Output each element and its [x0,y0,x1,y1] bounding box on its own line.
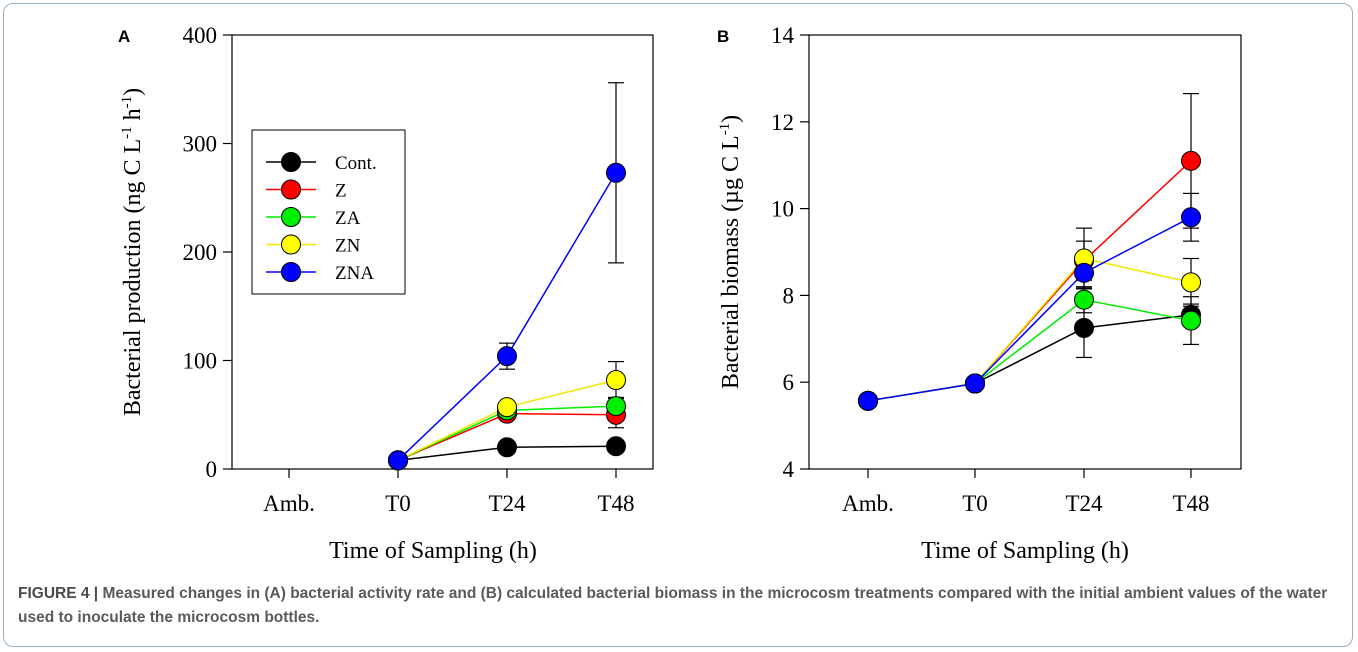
y-tick-label: 400 [183,23,218,48]
point-zna [1181,207,1201,228]
legend-marker-zn [281,234,301,255]
legend-marker-zna [281,262,301,282]
x-tick-label: T24 [488,491,526,516]
point-zn [606,370,626,391]
panel-b-series [858,92,1201,411]
y-tick-label: 100 [183,349,218,374]
figure-caption: FIGURE 4 | Measured changes in (A) bacte… [18,582,1343,630]
legend-label-cont: Cont. [335,153,377,174]
x-tick-label: T48 [1172,491,1209,516]
panel-a-x-axis-label: Time of Sampling (h) [329,538,537,564]
x-tick-label: T0 [385,491,411,516]
point-cont [497,437,517,458]
legend-label-za: ZA [335,208,361,229]
panel-a-x-ticks: Amb. T0 T24 T48 [263,469,635,516]
y-tick-label: 0 [206,457,218,482]
panel-b-y-ticks: 4 6 8 10 12 14 [771,23,809,482]
panel-b-x-ticks: Amb. T0 T24 T48 [842,469,1210,516]
caption-text: Measured changes in (A) bacterial activi… [18,585,1328,626]
legend-box [251,129,406,295]
y-tick-label: 10 [771,197,794,222]
figure-charts: A 0 100 200 300 400 Amb. T0 T24 T48 Time of Sam… [118,23,1242,564]
legend-label-zna: ZNA [335,263,374,284]
x-tick-label: T0 [962,491,988,516]
point-za [606,396,626,417]
panel-a: A 0 100 200 300 400 Amb. T0 T24 T48 Time of Sam… [118,23,654,564]
series-line-z [867,160,1192,402]
panel-b-x-axis-label: Time of Sampling (h) [921,538,1129,564]
x-tick-label: T24 [1065,491,1103,516]
panel-a-series [388,82,626,471]
panel-b: B 4 6 8 10 12 14 Amb. T0 T24 T48 Time of Samplin… [717,23,1242,564]
y-tick-label: 14 [771,23,795,48]
point-za [1074,289,1094,310]
panel-b-plot-area [808,34,1242,470]
point-zna [965,373,985,394]
point-cont [606,436,626,457]
x-tick-label: Amb. [263,491,315,516]
legend-marker-z [281,179,301,200]
panel-b-y-axis-label: Bacterial biomass (µg C L-1) [717,115,744,389]
point-cont [1074,317,1094,338]
x-tick-label: T48 [597,491,634,516]
point-za [1181,310,1201,331]
figure-frame [3,3,1353,647]
x-tick-label: Amb. [842,491,894,516]
y-tick-label: 4 [783,457,795,482]
point-zna [606,162,626,183]
point-zna [388,450,408,471]
legend-label-z: Z [335,181,347,202]
series-line-zna [867,216,1192,402]
point-zna [497,346,517,367]
point-zn [1181,272,1201,293]
point-z [1181,150,1201,171]
legend-marker-za [281,207,301,227]
y-tick-label: 200 [183,240,218,265]
legend-marker-cont [281,152,301,172]
legend: Cont. Z ZA ZN ZNA [251,129,406,295]
y-tick-label: 6 [783,370,795,395]
panel-a-y-axis-label: Bacterial production (ng C L-1 h-1) [119,88,146,416]
y-tick-label: 8 [783,283,795,308]
caption-label: FIGURE 4 | [18,585,99,602]
y-tick-label: 12 [771,110,794,135]
series-line-zn [867,257,1192,402]
panel-a-y-ticks: 0 100 200 300 400 [183,23,232,482]
series-line-za [867,298,1192,402]
panel-b-label: B [717,27,729,46]
y-tick-label: 300 [183,132,218,157]
point-zn [497,397,517,418]
point-zna [1074,262,1094,283]
panel-a-label: A [118,27,130,46]
legend-label-zn: ZN [335,236,361,257]
point-zna [858,390,878,411]
